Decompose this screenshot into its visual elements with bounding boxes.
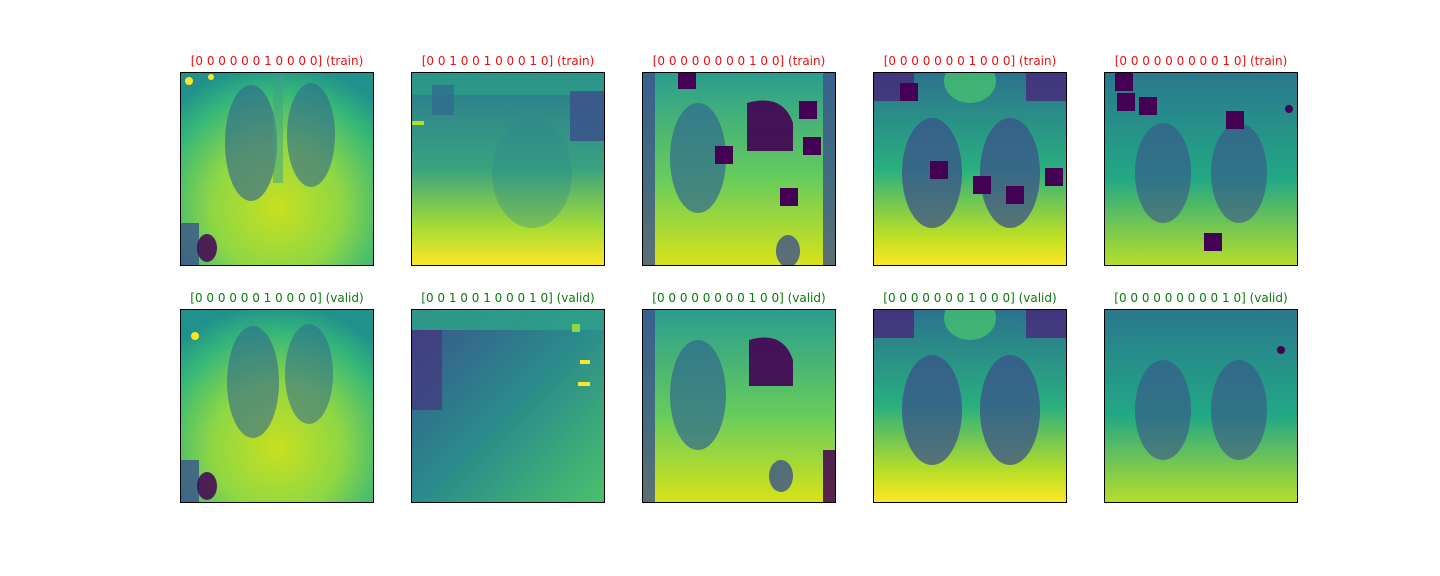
chest-xray-drawing <box>643 310 835 502</box>
panel-title: [0 0 1 0 0 1 0 0 0 1 0] (train) <box>421 54 595 68</box>
chest-xray-image <box>1104 309 1298 503</box>
chest-xray-image <box>873 309 1067 503</box>
panel-title: [0 0 0 0 0 0 1 0 0 0 0] (valid) <box>190 291 364 305</box>
panel-title: [0 0 0 0 0 0 0 1 0 0 0] (valid) <box>883 291 1057 305</box>
chest-xray-drawing <box>874 73 1066 265</box>
chest-xray-drawing <box>181 310 373 502</box>
chest-xray-drawing <box>412 73 604 265</box>
panel-title: [0 0 0 0 0 0 0 0 0 1 0] (valid) <box>1114 291 1288 305</box>
panel-title: [0 0 0 0 0 0 1 0 0 0 0] (train) <box>190 54 364 68</box>
chest-xray-image <box>1104 72 1298 266</box>
chest-xray-image <box>411 72 605 266</box>
panel-title: [0 0 0 0 0 0 0 0 1 0 0] (train) <box>652 54 826 68</box>
chest-xray-drawing <box>643 73 835 265</box>
chest-xray-drawing <box>181 73 373 265</box>
chest-xray-image <box>642 309 836 503</box>
panel-title: [0 0 1 0 0 1 0 0 0 1 0] (valid) <box>421 291 595 305</box>
chest-xray-image <box>180 309 374 503</box>
chest-xray-image <box>873 72 1067 266</box>
chest-xray-image <box>180 72 374 266</box>
chest-xray-drawing <box>412 310 604 502</box>
panel-title: [0 0 0 0 0 0 0 0 1 0 0] (valid) <box>652 291 826 305</box>
chest-xray-drawing <box>1105 310 1297 502</box>
chest-xray-image <box>642 72 836 266</box>
panel-title: [0 0 0 0 0 0 0 1 0 0 0] (train) <box>883 54 1057 68</box>
panel-title: [0 0 0 0 0 0 0 0 0 1 0] (train) <box>1114 54 1288 68</box>
chest-xray-drawing <box>874 310 1066 502</box>
chest-xray-image <box>411 309 605 503</box>
chest-xray-drawing <box>1105 73 1297 265</box>
